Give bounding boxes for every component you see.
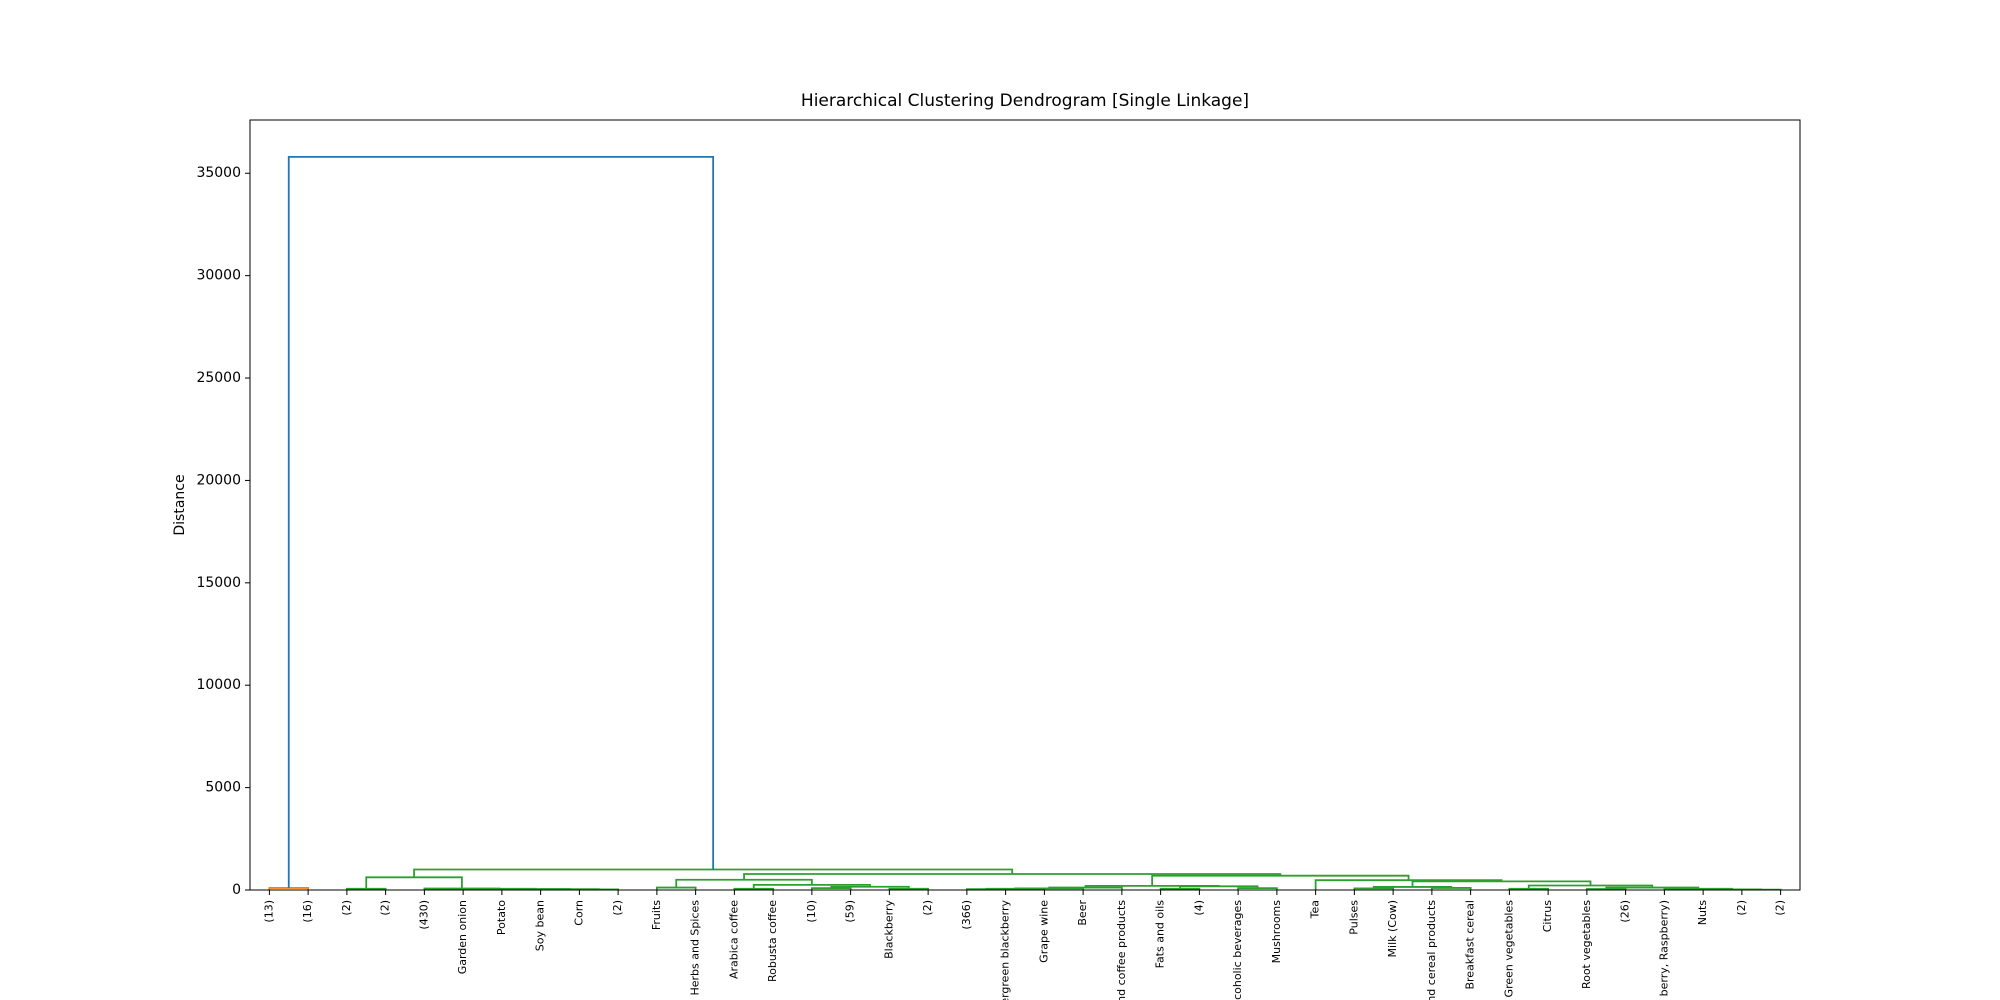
leaf-label: (26)	[1619, 900, 1632, 923]
leaf-label: Fruits	[650, 900, 663, 930]
y-tick-label: 15000	[196, 575, 241, 591]
leaf-label: Mushrooms	[1270, 900, 1283, 964]
link	[655, 886, 697, 890]
y-tick-label: 35000	[196, 165, 241, 181]
leaf-label: (2)	[611, 900, 624, 916]
leaf-label: (10)	[805, 900, 818, 923]
leaf-label: Blackberry	[882, 900, 895, 959]
leaf-label: Breakfast cereal	[1464, 900, 1477, 990]
leaf-label: (430)	[417, 900, 430, 930]
axes-frame	[249, 119, 1801, 891]
leaf-label: (4)	[1192, 900, 1205, 916]
leaf-label: Nuts	[1696, 900, 1709, 926]
leaf-label: (2)	[1774, 900, 1787, 916]
leaf-label: Herbs and Spices	[689, 900, 702, 996]
leaf-label: Tea	[1309, 900, 1322, 919]
y-tick-label: 30000	[196, 268, 241, 284]
link	[1151, 874, 1410, 886]
leaf-label: Cereals and cereal products	[1425, 900, 1438, 1000]
link	[1353, 887, 1395, 890]
leaf-label: (16)	[301, 900, 314, 923]
leaf-label: berry, Raspberry)	[1657, 900, 1670, 996]
leaf-label: Beer	[1076, 900, 1089, 926]
leaf-label: (2)	[379, 900, 392, 916]
link	[1048, 886, 1123, 890]
link	[675, 878, 813, 888]
leaf-label: (2)	[921, 900, 934, 916]
leaf-label: Potato	[495, 900, 508, 935]
leaf-label: Garden onion	[456, 900, 469, 974]
chart-title: Hierarchical Clustering Dendrogram [Sing…	[801, 91, 1249, 111]
leaf-label: (13)	[262, 900, 275, 923]
leaf-label: Milk (Cow)	[1386, 900, 1399, 957]
link	[1237, 887, 1278, 890]
leaf-label: Root vegetables	[1580, 900, 1593, 989]
leaf-label: Green vegetables	[1502, 900, 1515, 998]
leaf-label: Coffee and coffee products	[1115, 900, 1128, 1000]
y-tick-label: 20000	[196, 472, 241, 488]
leaf-label: Arabica coffee	[727, 900, 740, 979]
y-tick-label: 25000	[196, 370, 241, 386]
leaf-label: Grape wine	[1037, 900, 1050, 963]
leaf-label: Evergreen blackberry	[999, 900, 1012, 1000]
leaf-label: (2)	[340, 900, 353, 916]
leaf-label: Pulses	[1347, 900, 1360, 935]
leaf-label: Citrus	[1541, 900, 1554, 933]
leaf-label: (366)	[960, 900, 973, 930]
leaf-label: Fats and oils	[1154, 900, 1167, 969]
leaf-label: Robusta coffee	[766, 900, 779, 982]
plot-area: 0 5000 10000 15000 20000 25000 30000 35000 (13) (…	[196, 155, 1787, 1000]
link	[810, 887, 852, 890]
leaf-label: (2)	[1735, 900, 1748, 916]
link	[1411, 880, 1592, 887]
y-tick-label: 0	[232, 882, 241, 898]
link	[1605, 886, 1700, 889]
leaf-label: (59)	[844, 900, 857, 923]
link	[287, 155, 715, 888]
leaf-label: Corn	[572, 900, 585, 926]
leaf-label: Alcoholic beverages	[1231, 900, 1244, 1000]
y-axis-label: Distance	[172, 474, 188, 535]
link	[743, 873, 1282, 880]
leaf-label: Soy bean	[534, 900, 547, 951]
y-tick-label: 5000	[205, 780, 241, 796]
link	[1527, 884, 1654, 889]
y-tick-label: 10000	[196, 677, 241, 693]
